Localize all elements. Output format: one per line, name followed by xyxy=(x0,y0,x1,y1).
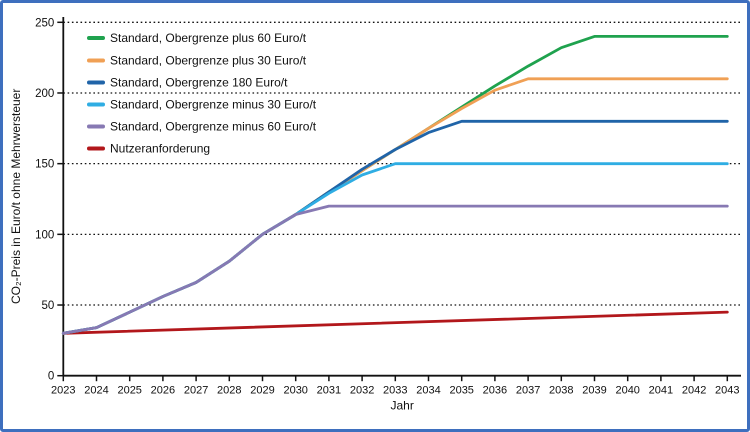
x-tick-label: 2032 xyxy=(350,385,374,397)
legend-label: Standard, Obergrenze minus 60 Euro/t xyxy=(110,120,317,134)
x-tick-label: 2033 xyxy=(383,385,407,397)
y-tick-label: 250 xyxy=(35,17,54,29)
x-tick-label: 2036 xyxy=(483,385,507,397)
x-axis-title: Jahr xyxy=(390,399,413,413)
x-tick-label: 2025 xyxy=(117,385,141,397)
x-tick-label: 2026 xyxy=(151,385,175,397)
y-tick-label: 200 xyxy=(35,88,54,100)
series-line-5 xyxy=(61,310,729,335)
x-tick-label: 2027 xyxy=(184,385,208,397)
legend-label: Nutzeranforderung xyxy=(110,142,210,156)
x-tick-label: 2024 xyxy=(84,385,108,397)
x-tick-label: 2040 xyxy=(615,385,639,397)
x-tick-label: 2039 xyxy=(582,385,606,397)
legend-label: Standard, Obergrenze minus 30 Euro/t xyxy=(110,98,317,112)
legend-label: Standard, Obergrenze plus 30 Euro/t xyxy=(110,54,307,68)
series-line-4 xyxy=(61,204,729,335)
x-tick-label: 2031 xyxy=(317,385,341,397)
x-tick-label: 2043 xyxy=(715,385,739,397)
x-tick-label: 2037 xyxy=(516,385,540,397)
legend-label: Standard, Obergrenze 180 Euro/t xyxy=(110,76,288,90)
x-tick-label: 2042 xyxy=(682,385,706,397)
series-line-3 xyxy=(61,162,729,335)
y-tick-label: 100 xyxy=(35,229,54,241)
y-axis-title: CO₂-Preis in Euro/t ohne Mehrwersteuer xyxy=(9,89,23,304)
x-tick-label: 2030 xyxy=(283,385,307,397)
x-tick-label: 2041 xyxy=(649,385,673,397)
x-tick-label: 2035 xyxy=(449,385,473,397)
x-tick-label: 2034 xyxy=(416,385,440,397)
x-tick-label: 2023 xyxy=(51,385,75,397)
x-tick-label: 2028 xyxy=(217,385,241,397)
x-tick-label: 2029 xyxy=(250,385,274,397)
legend-label: Standard, Obergrenze plus 60 Euro/t xyxy=(110,31,307,45)
y-tick-label: 150 xyxy=(35,159,54,171)
y-tick-label: 0 xyxy=(48,371,54,383)
x-tick-label: 2038 xyxy=(549,385,573,397)
y-tick-label: 50 xyxy=(42,300,55,312)
